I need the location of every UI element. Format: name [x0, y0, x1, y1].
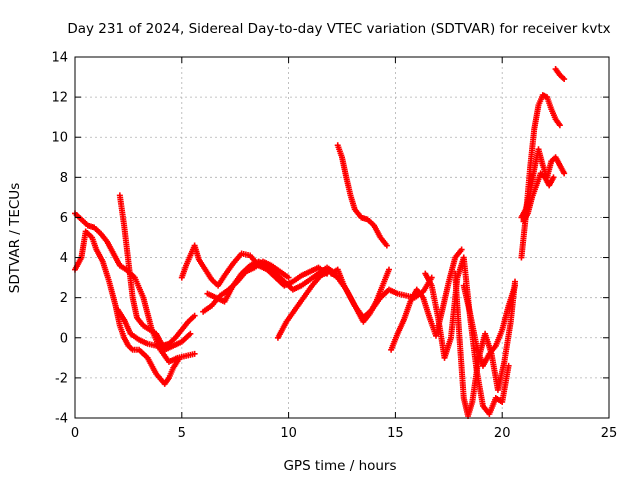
- series-track-17: [520, 170, 557, 225]
- series-track-7: [200, 258, 292, 315]
- x-tick-label: 25: [601, 426, 618, 441]
- data-point: [512, 282, 519, 289]
- y-tick-label: -4: [55, 412, 68, 427]
- series-track-14: [460, 282, 519, 369]
- data-point: [561, 170, 568, 177]
- y-tick-label: -2: [55, 371, 68, 386]
- y-tick-label: 12: [51, 91, 68, 106]
- data-point: [385, 266, 392, 273]
- y-tick-label: 0: [60, 331, 68, 346]
- data-point: [505, 362, 512, 369]
- x-tick-label: 0: [71, 426, 79, 441]
- y-tick-label: 2: [60, 291, 68, 306]
- data-point: [176, 354, 183, 361]
- y-tick-label: 14: [51, 51, 68, 66]
- y-tick-label: 4: [60, 251, 68, 266]
- series-track-10: [334, 142, 390, 249]
- data-point: [187, 330, 194, 337]
- y-tick-label: 8: [60, 171, 68, 186]
- series-track-3: [116, 192, 198, 349]
- y-tick-label: 10: [51, 131, 68, 146]
- x-tick-label: 10: [280, 426, 297, 441]
- data-point: [458, 246, 465, 253]
- series-track-18: [552, 66, 568, 83]
- series-track-2: [72, 228, 183, 387]
- data-point: [191, 312, 198, 319]
- y-tick-labels: -4 -2 0 2 4 6 8 10 12 14: [51, 51, 68, 427]
- data-point: [550, 174, 557, 181]
- data-point: [383, 242, 390, 249]
- x-tick-label: 5: [178, 426, 186, 441]
- data-point: [556, 122, 563, 129]
- series-track-9: [328, 266, 392, 325]
- data-point: [285, 274, 292, 281]
- data-point: [561, 76, 568, 83]
- y-tick-label: 6: [60, 211, 68, 226]
- x-tick-label: 15: [387, 426, 404, 441]
- plot-frame: [74, 56, 610, 419]
- y-axis-label: SDTVAR / TECUs: [7, 183, 23, 293]
- series-track-11: [388, 246, 465, 353]
- series-track-4: [114, 306, 194, 353]
- data-point: [191, 350, 198, 357]
- x-tick-label: 20: [494, 426, 511, 441]
- x-tick-labels: 0 5 10 15 20 25: [71, 426, 617, 441]
- chart-title: Day 231 of 2024, Sidereal Day-to-day VTE…: [67, 21, 610, 37]
- data-series: [72, 66, 568, 419]
- axis-ticks: [74, 56, 610, 419]
- x-axis-label: GPS time / hours: [283, 458, 396, 474]
